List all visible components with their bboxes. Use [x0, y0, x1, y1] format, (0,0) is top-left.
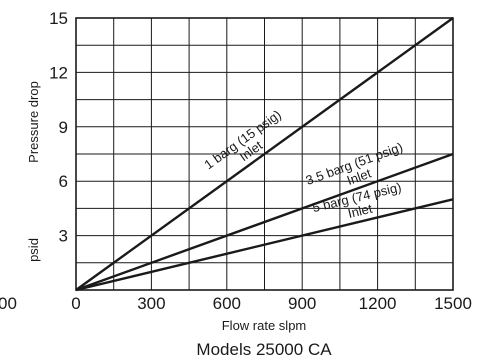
x-tick-label-clipped: 00 — [0, 294, 17, 313]
x-tick-label: 600 — [213, 294, 241, 313]
y-tick-label: 6 — [59, 172, 68, 191]
y-tick-label: 15 — [49, 9, 68, 28]
y-tick-label: 3 — [59, 227, 68, 246]
tick-labels: 0 300 600 900 1200 1500 00 3 6 9 12 15 — [0, 9, 472, 313]
series-line — [75, 17, 454, 291]
series-sublabel: Inlet — [346, 201, 374, 221]
x-axis-label: Flow rate slpm — [222, 318, 307, 333]
x-tick-label: 0 — [71, 294, 80, 313]
x-tick-label: 1200 — [359, 294, 397, 313]
series-line — [75, 198, 454, 292]
series-label: 1 barg (15 psig) — [201, 107, 284, 172]
x-tick-label: 900 — [288, 294, 316, 313]
y-tick-label: 9 — [59, 118, 68, 137]
chart-caption: Models 25000 CA — [196, 340, 332, 359]
y-axis-label: Pressure drop — [26, 81, 41, 163]
series-line — [75, 152, 454, 292]
y-tick-label: 12 — [49, 63, 68, 82]
y-axis-unit: psid — [26, 238, 41, 262]
x-tick-label: 1500 — [434, 294, 472, 313]
x-tick-label: 300 — [137, 294, 165, 313]
